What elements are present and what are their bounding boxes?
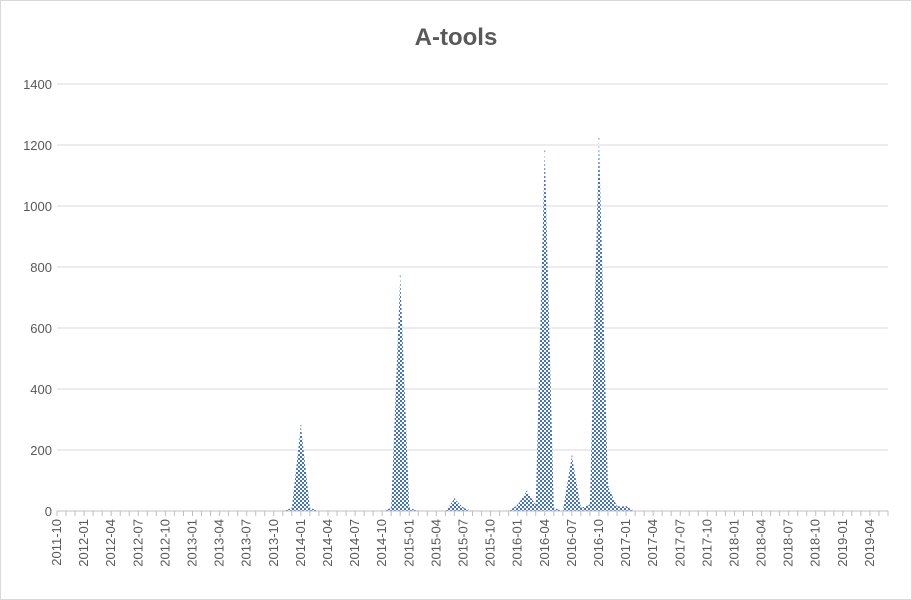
- data-point: [553, 507, 555, 509]
- x-tick-label: 2014-04: [320, 519, 335, 567]
- x-tick-label: 2012-04: [103, 519, 118, 567]
- y-tick-label: 1000: [23, 199, 52, 214]
- x-tick-label: 2018-07: [781, 519, 796, 567]
- data-point: [598, 138, 600, 140]
- x-tick-label: 2014-07: [347, 519, 362, 567]
- x-tick-label: 2013-07: [239, 519, 254, 567]
- data-point: [399, 275, 401, 277]
- data-point: [453, 498, 456, 500]
- x-tick-label: 2018-04: [754, 519, 769, 567]
- x-tick-label: 2019-04: [862, 519, 877, 567]
- x-tick-label: 2014-10: [374, 519, 389, 567]
- data-point: [544, 150, 546, 152]
- x-tick-label: 2016-07: [564, 519, 579, 567]
- x-tick-label: 2011-10: [49, 519, 64, 566]
- data-point: [309, 507, 311, 509]
- x-tick-label: 2016-10: [591, 519, 606, 567]
- data-point: [589, 504, 591, 506]
- data-point: [535, 504, 537, 506]
- x-tick-label: 2016-01: [510, 519, 525, 567]
- x-axis: 2011-10 2012-01 2012-04 2012-07 2012-10 2013-…: [49, 510, 889, 567]
- area-series: [282, 138, 636, 511]
- data-point: [616, 505, 618, 508]
- x-tick-label: 2017-01: [618, 519, 633, 567]
- data-point: [517, 504, 519, 506]
- x-tick-label: 2016-04: [537, 519, 552, 567]
- x-tick-label: 2015-07: [455, 519, 470, 567]
- y-tick-label: 200: [30, 443, 52, 458]
- data-point: [526, 490, 528, 492]
- x-tick-label: 2015-01: [401, 519, 416, 567]
- x-tick-label: 2017-07: [672, 519, 687, 567]
- data-point: [571, 455, 573, 457]
- y-tick-label: 1400: [23, 77, 52, 92]
- x-tick-label: 2013-10: [266, 519, 281, 567]
- plot-area: [282, 138, 636, 512]
- x-tick-label: 2015-10: [483, 519, 498, 567]
- x-tick-label: 2017-10: [699, 519, 714, 567]
- data-point: [390, 507, 392, 509]
- gridlines: [57, 83, 888, 451]
- y-tick-label: 400: [30, 382, 52, 397]
- x-tick-label: 2015-04: [428, 519, 443, 567]
- data-point: [408, 507, 410, 509]
- data-point: [291, 507, 293, 509]
- data-point: [580, 507, 582, 509]
- y-tick-label: 0: [45, 504, 52, 519]
- y-tick-label: 800: [30, 260, 52, 275]
- x-tick-label: 2013-01: [184, 519, 199, 567]
- x-tick-label: 2017-04: [645, 519, 660, 567]
- chart-title: A-tools: [414, 24, 498, 51]
- x-tick-label: 2012-10: [157, 519, 172, 567]
- x-tick-label: 2018-01: [726, 519, 741, 567]
- data-point: [625, 505, 627, 508]
- x-tick-label: 2012-07: [130, 519, 145, 567]
- y-tick-label: 1200: [23, 138, 52, 153]
- y-axis: 0 200 400 600 800 1000 1200 1400: [23, 77, 52, 519]
- y-tick-label: 600: [30, 321, 52, 336]
- x-tick-label: 2018-10: [808, 519, 823, 567]
- x-tick-label: 2012-01: [76, 519, 91, 567]
- x-tick-label: 2019-01: [835, 519, 850, 567]
- data-point: [607, 486, 609, 488]
- x-tick-label: 2013-04: [212, 519, 227, 567]
- data-point: [300, 425, 302, 427]
- data-point: [462, 507, 465, 509]
- x-tick-label: 2014-01: [293, 519, 308, 567]
